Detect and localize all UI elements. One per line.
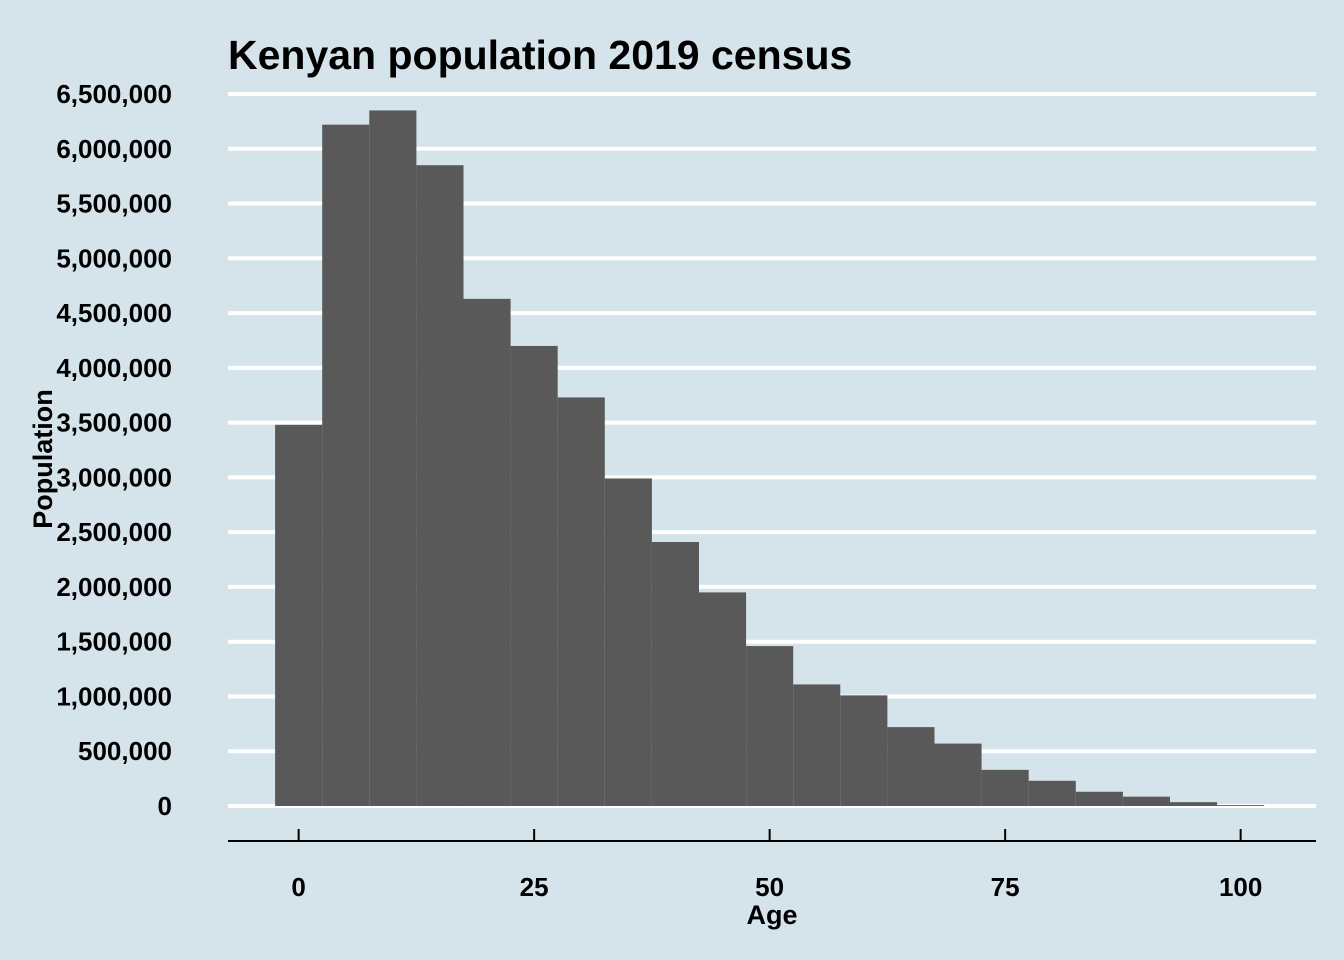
histogram-bar — [1169, 802, 1218, 806]
y-tick-label: 6,500,000 — [56, 79, 172, 109]
histogram-bar — [510, 345, 558, 806]
x-tick-label: 0 — [291, 872, 305, 902]
histogram-bar — [934, 743, 982, 806]
chart-title: Kenyan population 2019 census — [228, 32, 852, 78]
histogram-bar — [604, 478, 652, 806]
histogram-bar — [887, 727, 935, 806]
x-tick-label: 25 — [520, 872, 549, 902]
histogram-bar — [369, 110, 417, 806]
y-tick-label: 3,500,000 — [56, 408, 172, 438]
y-tick-label: 500,000 — [78, 736, 172, 766]
histogram-bar — [1028, 780, 1076, 806]
x-tick-label: 50 — [755, 872, 784, 902]
histogram-bar — [981, 769, 1029, 806]
histogram-bar — [322, 124, 370, 806]
x-axis-label: Age — [746, 900, 797, 930]
y-tick-label: 1,500,000 — [56, 627, 172, 657]
histogram-bar — [1122, 796, 1170, 806]
histogram-bar — [1075, 791, 1123, 806]
x-tick-label: 100 — [1219, 872, 1262, 902]
histogram-bar — [557, 397, 605, 806]
y-tick-label: 5,500,000 — [56, 189, 172, 219]
y-tick-label: 2,000,000 — [56, 572, 172, 602]
y-tick-label: 2,500,000 — [56, 517, 172, 547]
histogram-bar — [793, 684, 841, 806]
y-tick-label: 6,000,000 — [56, 134, 172, 164]
y-axis-label: Population — [28, 389, 58, 528]
histogram-bar — [463, 298, 511, 806]
histogram-bar — [651, 542, 699, 806]
y-axis: 0 500,000 1,000,000 1,500,000 2,000,000 2,500… — [56, 79, 172, 821]
y-tick-label: 5,000,000 — [56, 243, 172, 273]
histogram-bar — [1217, 805, 1265, 806]
y-tick-label: 0 — [158, 791, 172, 821]
histogram-bar — [416, 165, 464, 806]
bars — [275, 110, 1265, 806]
x-axis: 0 25 50 75 100 — [228, 829, 1316, 902]
histogram-bar — [840, 695, 888, 806]
y-tick-label: 4,500,000 — [56, 298, 172, 328]
x-tick-label: 75 — [991, 872, 1020, 902]
histogram-bar — [698, 592, 747, 806]
histogram-bar — [746, 646, 794, 806]
y-tick-label: 3,000,000 — [56, 462, 172, 492]
y-tick-label: 1,000,000 — [56, 681, 172, 711]
y-tick-label: 4,000,000 — [56, 353, 172, 383]
histogram-bar — [275, 424, 323, 806]
